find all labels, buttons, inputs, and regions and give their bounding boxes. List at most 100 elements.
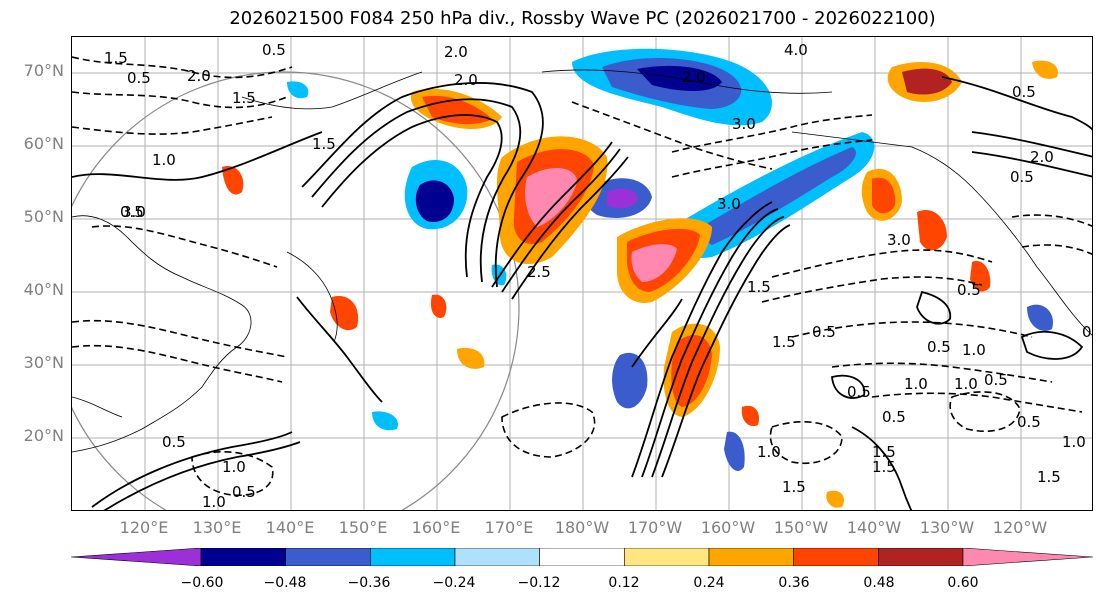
contour-label: 1.5 [312,135,336,153]
colorbar [71,548,1094,566]
contour-solid [971,131,1092,158]
contour-solid [631,298,683,368]
colorbar-segment [71,548,202,566]
colorbar-tick: 0.36 [778,575,810,591]
map-title: 2026021500 F084 250 hPa div., Rossby Wav… [229,8,936,29]
positive-peak-central [525,167,577,227]
coastline-north-america [791,131,1092,336]
lon-label-170e: 170°E [484,518,534,537]
contour-label: 2.0 [454,71,478,89]
contour-label: 3.0 [122,203,146,221]
contour-label: 0.5 [162,433,186,451]
graticule [72,37,1092,510]
lat-label-30n: 30°N [23,353,64,372]
contour-dashed [771,249,993,278]
colorbar-segment [793,548,879,566]
contour-dashed [72,344,283,383]
positive-region-small-3 [741,405,760,427]
lon-label-120e: 120°E [119,518,169,537]
lat-label-60n: 60°N [23,134,64,153]
contour-label: 1.0 [202,493,226,511]
colorbar-segment [454,548,540,566]
contour-solid [72,131,323,181]
contour-label: 1.5 [772,333,796,351]
contour-dashed [831,362,1053,383]
negative-region-south [612,352,648,409]
contour-dashed-closed [949,391,1021,432]
map-panel: 1.5 0.5 2.0 1.5 0.5 1.0 0.5 2.0 2.0 4.0 … [71,36,1093,511]
colorbar-tick: −0.60 [180,575,224,591]
colorbar-tick: −0.24 [432,575,476,591]
contour-label: 1.5 [1037,468,1061,486]
coastline-kamchatka [241,71,423,110]
negative-peak-mid [607,188,638,209]
contour-label: 3.0 [732,115,756,133]
contour-label: 3.0 [717,195,741,213]
divergence-shading [222,48,1058,508]
coastline-asia [72,215,252,453]
lon-label-130w: 130°W [919,518,975,537]
contour-solid [661,224,791,478]
colorbar-segment [962,548,1094,566]
colorbar-segment [624,548,710,566]
coastline-southeast-asia [72,396,123,418]
contour-solid [296,296,383,403]
colorbar-tick: 0.60 [947,575,979,591]
contour-label: 1.5 [872,458,896,476]
contour-label: 1.0 [954,375,978,393]
colorbar-tick: −0.12 [517,575,561,591]
contour-solid [511,156,629,300]
colorbar-segment [878,548,964,566]
lon-label-180w: 180°W [554,518,610,537]
contour-solid [103,441,301,510]
contours-positive [72,76,1092,510]
contour-solid [311,98,522,283]
colorbar-segment [200,548,286,566]
lon-label-130e: 130°E [192,518,242,537]
contour-label: 2.5 [527,263,551,281]
contour-labels: 1.5 0.5 2.0 1.5 0.5 1.0 0.5 2.0 2.0 4.0 … [104,41,1092,511]
contour-label: 1.5 [232,89,256,107]
contour-label: 0.5 [847,383,871,401]
colorbar-tick: 0.48 [863,575,895,591]
colorbar-tick: 0.12 [608,575,640,591]
contours-negative [72,56,1092,497]
contour-label: 0.5 [927,338,951,356]
lon-label-170w: 170°W [627,518,683,537]
contour-solid [91,431,293,508]
contour-label: 0.5 [262,41,286,59]
contour-solid [851,426,913,510]
contour-label: 1.5 [104,49,128,67]
contour-label: 0.5 [1017,413,1041,431]
contour-dashed [1011,214,1092,228]
lon-label-140e: 140°E [265,518,315,537]
positive-peak-trough [631,244,677,282]
negative-region-small-1 [724,431,745,471]
contour-solid [941,76,1092,131]
contour-solid [651,216,785,478]
contour-label: 0.5 [1010,168,1034,186]
contour-label: 0.5 [812,323,836,341]
positive-region-small-5 [1032,60,1058,79]
positive-region-small-1 [430,294,447,318]
lon-label-150w: 150°W [773,518,829,537]
lat-label-40n: 40°N [23,280,64,299]
contour-label: 1.0 [962,341,986,359]
contour-label: 0.5 [127,69,151,87]
contour-solid [301,82,544,288]
contour-dashed [72,319,288,358]
contour-label: 1.0 [222,458,246,476]
contour-label: 3.0 [887,231,911,249]
contour-label: 0.5 [957,281,981,299]
contour-solid-closed [916,290,952,325]
negative-region-small-3 [1027,304,1053,331]
contour-dashed [72,116,273,135]
positive-region-small-2 [457,347,485,369]
lat-label-70n: 70°N [23,61,64,80]
positive-region-west [222,166,244,195]
lat-label-20n: 20°N [23,426,64,445]
positive-region-east-2 [917,209,947,251]
negative-region-small-4 [287,81,309,99]
contour-solid [321,114,503,278]
contour-dashed-closed [769,421,843,464]
